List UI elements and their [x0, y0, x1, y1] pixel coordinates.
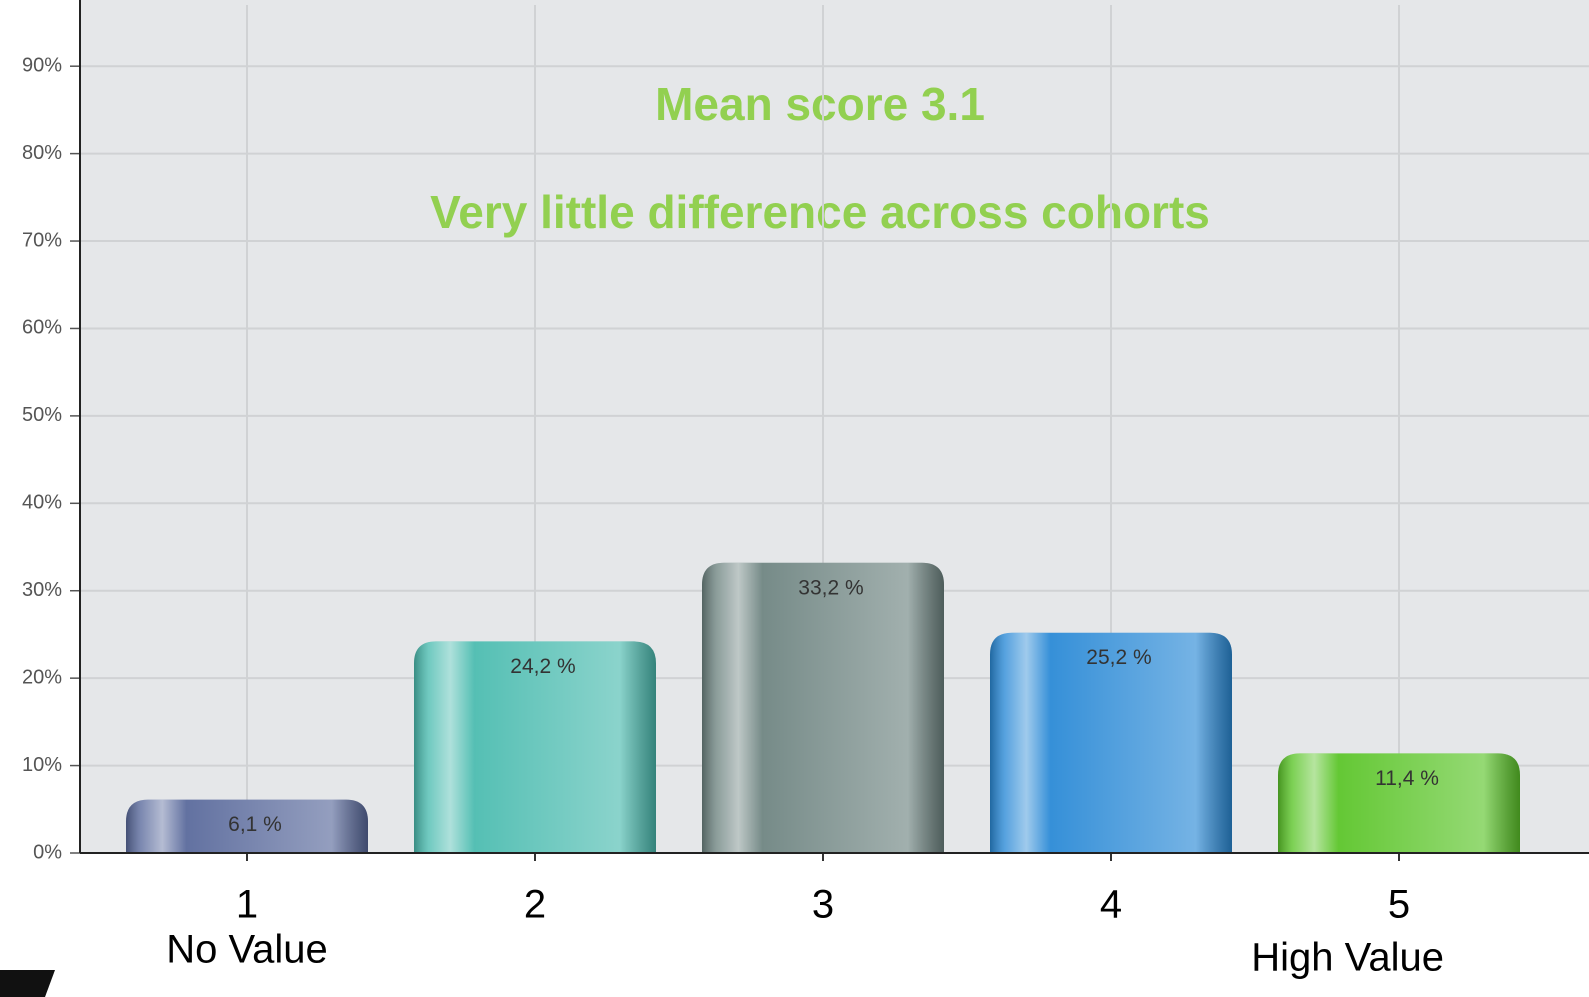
- y-tick-label: 80%: [22, 142, 62, 164]
- annotation: Very little difference across cohorts: [430, 186, 1210, 238]
- x-tick-label: 3: [812, 883, 834, 927]
- bar-highlight: [1278, 753, 1520, 853]
- value-label: 25,2 %: [1086, 646, 1151, 669]
- bar-highlight: [702, 562, 944, 853]
- annotation: Mean score 3.1: [655, 78, 985, 130]
- x-sublabel: No Value: [166, 928, 328, 972]
- y-tick-label: 50%: [22, 404, 62, 426]
- x-sublabel: High Value: [1251, 936, 1444, 980]
- y-tick-label: 40%: [22, 492, 62, 514]
- value-label: 6,1 %: [228, 813, 282, 836]
- y-tick-label: 90%: [22, 54, 62, 76]
- value-label: 24,2 %: [510, 655, 575, 678]
- y-tick-label: 60%: [22, 317, 62, 339]
- corner-decoration: [0, 970, 55, 997]
- bar-highlight: [414, 641, 656, 853]
- value-label: 11,4 %: [1375, 767, 1439, 790]
- value-label: 33,2 %: [798, 576, 863, 599]
- bar-highlight: [126, 799, 368, 853]
- x-tick-label: 1: [236, 883, 258, 927]
- x-tick-label: 4: [1100, 883, 1122, 927]
- y-tick-label: 30%: [22, 579, 62, 601]
- y-tick-label: 10%: [22, 754, 62, 776]
- y-tick-label: 20%: [22, 666, 62, 688]
- bar-highlight: [990, 632, 1232, 853]
- y-tick-label: 70%: [22, 229, 62, 251]
- y-tick-label: 0%: [33, 841, 62, 863]
- x-tick-label: 5: [1388, 883, 1410, 927]
- x-tick-label: 2: [524, 883, 546, 927]
